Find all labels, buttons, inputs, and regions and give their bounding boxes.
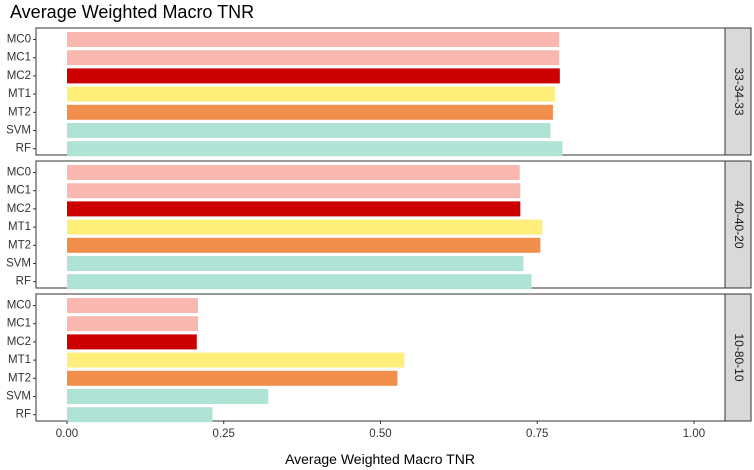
bar-mc2 (67, 334, 197, 350)
y-tick-label: RF (16, 409, 31, 421)
x-tick-label: 0.25 (213, 428, 235, 440)
facet-panel-33-34-33: 33-34-33 MC0 MC1 MC2 MT1 MT2 SVM RF (6, 27, 752, 157)
y-tick-label: MC1 (7, 185, 31, 197)
y-tick-label: RF (16, 276, 31, 288)
bar-mt1 (67, 86, 555, 102)
x-tick-label: 1.00 (683, 428, 705, 440)
bar-mc1 (67, 316, 199, 332)
y-tick-label: MC1 (7, 52, 31, 64)
chart-title: Average Weighted Macro TNR (10, 2, 254, 22)
facet-panels: 33-34-33 MC0 MC1 MC2 MT1 MT2 SVM RF 40-40-20 MC0 M… (6, 27, 752, 423)
y-tick-label: MT2 (8, 106, 31, 118)
y-tick-label: MC2 (7, 203, 31, 215)
facet-panel-10-80-10: 10-80-10 MC0 MC1 MC2 MT1 MT2 SVM RF (6, 293, 752, 423)
facet-panel-40-40-20: 40-40-20 MC0 MC1 MC2 MT1 MT2 SVM RF (6, 160, 752, 290)
facet-strip (724, 160, 752, 289)
x-tick-label: 0.00 (56, 428, 78, 440)
bar-mt2 (67, 104, 553, 120)
y-tick-label: MT1 (8, 88, 31, 100)
y-tick-label: MT1 (8, 221, 31, 233)
y-tick-label: MC1 (7, 318, 31, 330)
y-tick-label: MT2 (8, 372, 31, 384)
y-tick-label: SVM (6, 391, 31, 403)
bar-mc0 (67, 32, 560, 47)
y-tick-label: SVM (6, 258, 31, 270)
bar-mc1 (67, 183, 521, 199)
bar-mt2 (67, 370, 398, 386)
facet-strip-label: 10-80-10 (732, 333, 746, 381)
facet-strip (724, 293, 752, 422)
bar-mc0 (67, 298, 199, 313)
y-tick-label: MC2 (7, 70, 31, 82)
x-axis-title: Average Weighted Macro TNR (285, 451, 475, 467)
bar-svm (67, 256, 524, 271)
y-tick-label: MC0 (7, 300, 31, 312)
bar-rf (67, 141, 563, 157)
x-axis: 0.00 0.25 0.50 0.75 1.00 (56, 421, 705, 440)
bar-mt1 (67, 352, 405, 368)
bar-mt2 (67, 237, 541, 253)
y-tick-label: MC2 (7, 336, 31, 348)
y-tick-label: SVM (6, 125, 31, 137)
facet-strip (724, 27, 752, 156)
y-tick-label: MC0 (7, 34, 31, 46)
bar-mc2 (67, 68, 560, 84)
facet-strip-label: 40-40-20 (732, 200, 746, 248)
bar-mt1 (67, 219, 543, 235)
bar-rf (67, 407, 213, 423)
x-tick-label: 0.50 (369, 428, 391, 440)
y-tick-label: MT1 (8, 354, 31, 366)
bar-rf (67, 274, 532, 290)
y-tick-label: MC0 (7, 167, 31, 179)
bar-svm (67, 389, 269, 404)
y-tick-label: RF (16, 143, 31, 155)
y-tick-label: MT2 (8, 239, 31, 251)
x-tick-label: 0.75 (526, 428, 548, 440)
bar-mc1 (67, 50, 560, 66)
bar-mc0 (67, 165, 520, 180)
bar-svm (67, 123, 551, 138)
facet-strip-label: 33-34-33 (732, 67, 746, 115)
bar-mc2 (67, 201, 521, 217)
